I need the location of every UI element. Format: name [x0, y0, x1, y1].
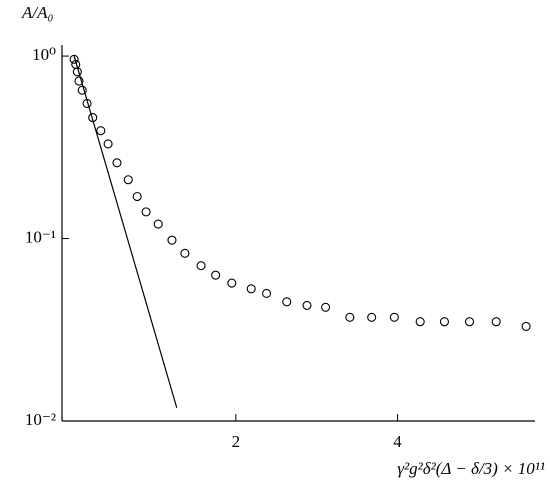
fit-line: [73, 55, 178, 409]
data-point: [74, 76, 84, 86]
data-point: [246, 284, 256, 294]
data-point: [367, 312, 377, 322]
data-point: [321, 302, 331, 312]
data-point: [439, 317, 449, 327]
data-point: [153, 219, 163, 229]
y-tick-label: 10⁰: [32, 45, 56, 64]
y-tick-label: 10⁻¹: [25, 227, 56, 246]
data-point: [282, 297, 292, 307]
x-tick-label: 4: [393, 432, 402, 451]
y-axis-label: A/A₀: [21, 3, 53, 22]
data-point: [167, 235, 177, 245]
data-point: [211, 270, 221, 280]
data-point: [180, 248, 190, 258]
x-tick-label: 2: [232, 432, 241, 451]
data-point: [96, 126, 106, 136]
data-point: [262, 288, 272, 299]
y-tick-label: 10⁻²: [25, 410, 56, 429]
data-point: [389, 312, 399, 322]
data-point: [141, 207, 151, 217]
data-point: [345, 312, 355, 322]
data-point: [69, 54, 79, 64]
data-point: [227, 278, 237, 288]
data-point: [521, 321, 531, 331]
data-point: [112, 158, 122, 168]
data-point: [302, 300, 312, 310]
data-point: [77, 85, 87, 95]
data-point: [103, 139, 113, 149]
data-point: [132, 191, 142, 202]
data-point: [491, 317, 501, 327]
data-point: [464, 317, 475, 327]
data-point: [415, 317, 425, 327]
x-axis-label: γ²g²δ²(Δ − δ/3) × 10¹¹: [397, 459, 545, 478]
data-point: [123, 175, 133, 185]
data-point: [196, 261, 206, 271]
